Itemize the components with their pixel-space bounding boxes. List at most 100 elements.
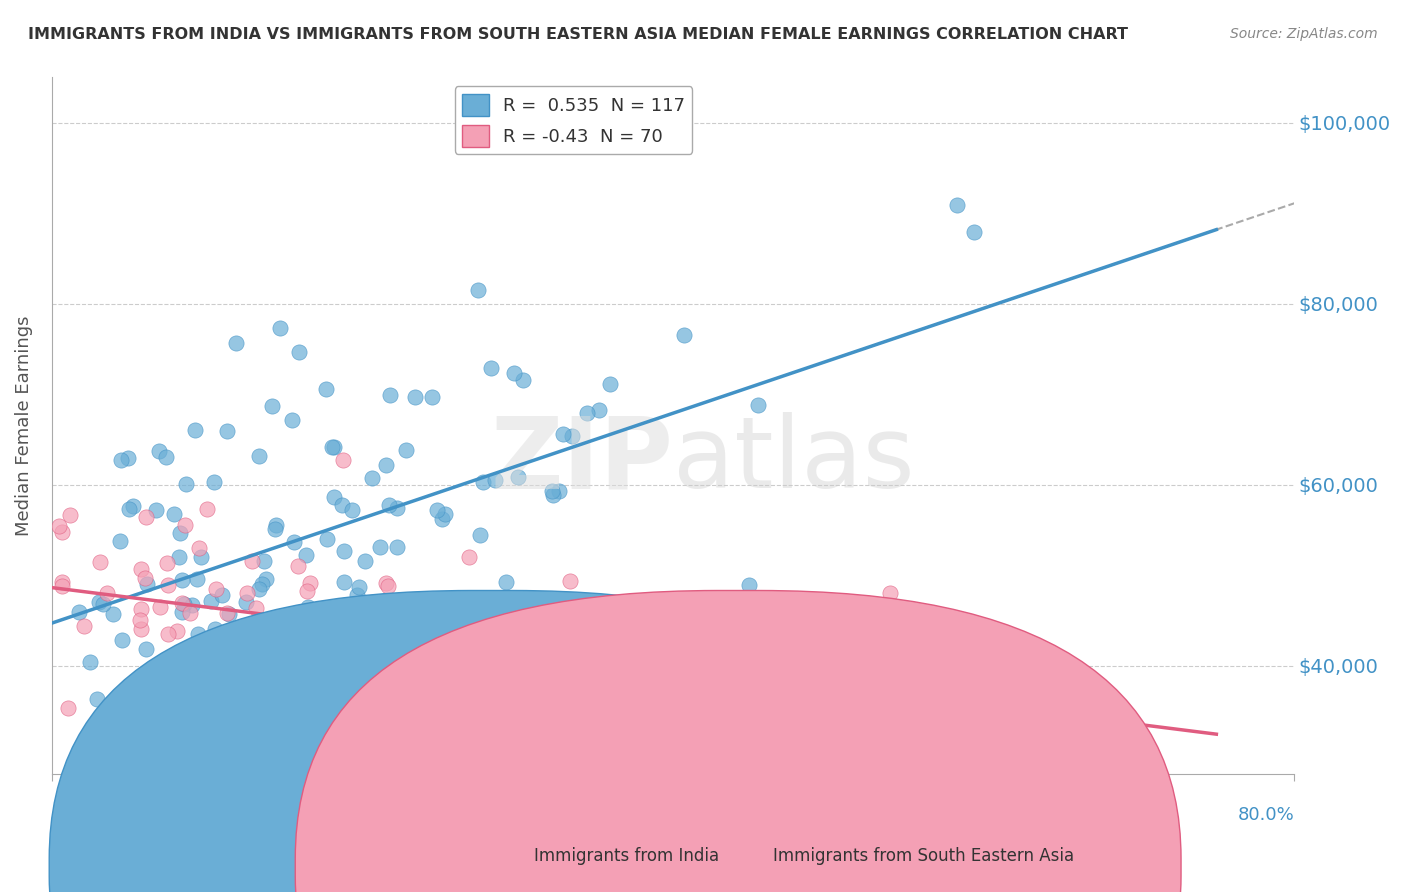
Point <box>295 583 318 598</box>
Point <box>249 643 271 657</box>
Point <box>673 328 696 343</box>
Point <box>628 709 651 723</box>
Point <box>291 655 314 669</box>
Point <box>163 507 186 521</box>
Point <box>572 613 595 627</box>
Text: Immigrants from India: Immigrants from India <box>534 847 720 865</box>
Point <box>240 642 263 657</box>
Point <box>946 198 969 212</box>
Point <box>245 601 267 615</box>
Point <box>217 425 239 439</box>
Point <box>214 632 236 646</box>
Point <box>980 625 1002 640</box>
Point <box>298 576 321 591</box>
Point <box>297 600 319 615</box>
Point <box>273 643 295 657</box>
Point <box>404 390 426 404</box>
Point <box>73 619 96 633</box>
Point <box>260 617 283 632</box>
Point <box>187 627 209 641</box>
Point <box>145 503 167 517</box>
Point <box>360 471 382 485</box>
Point <box>117 501 139 516</box>
Point <box>295 548 318 562</box>
Point <box>430 512 453 526</box>
Text: 80.0%: 80.0% <box>1237 806 1294 824</box>
Point <box>553 427 575 442</box>
Point <box>108 533 131 548</box>
Point <box>197 710 219 724</box>
Point <box>354 554 377 568</box>
Text: 0.0%: 0.0% <box>52 806 97 824</box>
Point <box>240 553 263 567</box>
Point <box>89 595 111 609</box>
Point <box>166 624 188 638</box>
Point <box>215 606 238 620</box>
Text: atlas: atlas <box>673 412 914 509</box>
Point <box>264 522 287 536</box>
Point <box>145 749 167 764</box>
Point <box>288 665 311 679</box>
Point <box>347 580 370 594</box>
Text: Source: ZipAtlas.com: Source: ZipAtlas.com <box>1230 27 1378 41</box>
Point <box>336 599 359 613</box>
Point <box>169 525 191 540</box>
Point <box>548 483 571 498</box>
Point <box>93 597 115 611</box>
Point <box>529 631 551 645</box>
Point <box>56 700 79 714</box>
Point <box>561 429 583 443</box>
Point <box>579 597 602 611</box>
Text: IMMIGRANTS FROM INDIA VS IMMIGRANTS FROM SOUTH EASTERN ASIA MEDIAN FEMALE EARNIN: IMMIGRANTS FROM INDIA VS IMMIGRANTS FROM… <box>28 27 1128 42</box>
Point <box>204 475 226 489</box>
Point <box>495 574 517 589</box>
Point <box>51 574 73 589</box>
Point <box>329 643 352 657</box>
Point <box>86 691 108 706</box>
Point <box>200 593 222 607</box>
Point <box>562 749 585 764</box>
Point <box>135 510 157 524</box>
Point <box>502 367 524 381</box>
Point <box>254 572 277 586</box>
Point <box>89 555 111 569</box>
Point <box>588 402 610 417</box>
Point <box>294 683 316 698</box>
Point <box>155 450 177 464</box>
Point <box>517 683 540 698</box>
Point <box>530 626 553 640</box>
Y-axis label: Median Female Earnings: Median Female Earnings <box>15 316 32 536</box>
Point <box>374 458 396 473</box>
Point <box>385 540 408 554</box>
Point <box>188 541 211 556</box>
Point <box>135 577 157 591</box>
Point <box>315 533 337 547</box>
Point <box>567 648 589 663</box>
Point <box>456 612 478 626</box>
Point <box>377 498 399 512</box>
Point <box>235 595 257 609</box>
Point <box>333 574 356 589</box>
Point <box>218 607 240 621</box>
Point <box>167 549 190 564</box>
Point <box>377 579 399 593</box>
Point <box>385 500 408 515</box>
Point <box>420 391 443 405</box>
Point <box>219 636 242 650</box>
Point <box>117 451 139 466</box>
Point <box>122 499 145 513</box>
Point <box>253 640 276 655</box>
Point <box>288 344 311 359</box>
Point <box>170 606 193 620</box>
Point <box>236 586 259 600</box>
Point <box>479 361 502 376</box>
Point <box>253 554 276 568</box>
Point <box>156 578 179 592</box>
Point <box>135 641 157 656</box>
Point <box>416 632 439 647</box>
Point <box>576 406 599 420</box>
Point <box>503 617 526 632</box>
Point <box>134 571 156 585</box>
Point <box>472 475 495 489</box>
Point <box>179 606 201 620</box>
